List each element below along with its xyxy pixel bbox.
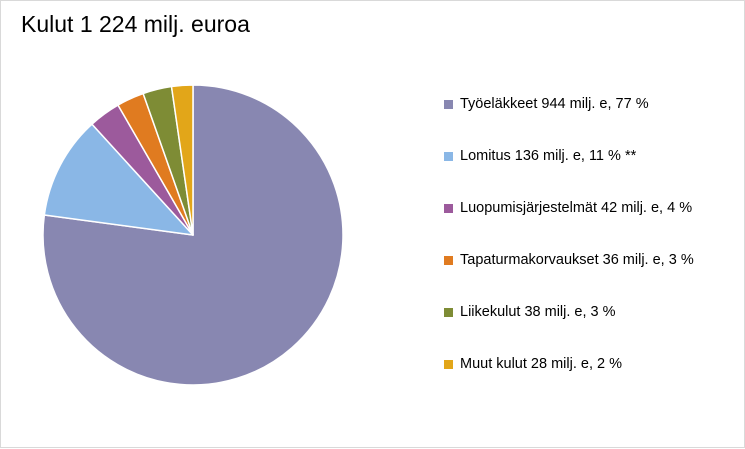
legend-label: Työeläkkeet 944 milj. e, 77 % xyxy=(460,96,649,112)
legend-item: Liikekulut 38 milj. e, 3 % xyxy=(444,300,694,352)
legend-item: Työeläkkeet 944 milj. e, 77 % xyxy=(444,92,694,144)
legend-swatch xyxy=(444,204,453,213)
legend-label: Luopumisjärjestelmät 42 milj. e, 4 % xyxy=(460,200,693,216)
legend-item: Muut kulut 28 milj. e, 2 % xyxy=(444,352,694,404)
pie-slice xyxy=(42,84,344,386)
legend: Työeläkkeet 944 milj. e, 77 % Lomitus 136… xyxy=(444,92,694,404)
pie-slice xyxy=(170,84,194,236)
legend-swatch xyxy=(444,360,453,369)
legend-item: Lomitus 136 milj. e, 11 % ** xyxy=(444,144,694,196)
legend-label: Tapaturmakorvaukset 36 milj. e, 3 % xyxy=(460,252,694,268)
legend-swatch xyxy=(444,256,453,265)
legend-swatch xyxy=(444,308,453,317)
chart-title: Kulut 1 224 milj. euroa xyxy=(21,11,250,37)
legend-label: Lomitus 136 milj. e, 11 % ** xyxy=(460,148,637,164)
pie-slice xyxy=(43,123,194,236)
legend-item: Luopumisjärjestelmät 42 milj. e, 4 % xyxy=(444,196,694,248)
legend-swatch xyxy=(444,100,453,109)
legend-item: Tapaturmakorvaukset 36 milj. e, 3 % xyxy=(444,248,694,300)
legend-label: Liikekulut 38 milj. e, 3 % xyxy=(460,304,616,320)
legend-swatch xyxy=(444,152,453,161)
legend-label: Muut kulut 28 milj. e, 2 % xyxy=(460,356,622,372)
